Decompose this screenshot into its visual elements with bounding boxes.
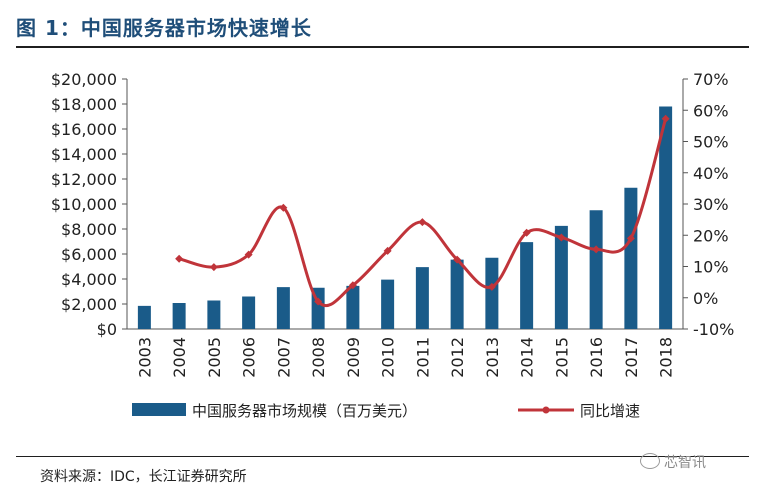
legend-line-label: 同比增速	[580, 402, 640, 420]
line-point	[175, 254, 184, 263]
right-tick-label: 30%	[693, 195, 729, 214]
line-series	[175, 114, 670, 308]
x-tick-label: 2018	[657, 337, 676, 378]
x-tick-label: 2006	[240, 337, 259, 378]
line-point	[279, 203, 288, 212]
x-tick-label: 2009	[344, 337, 363, 378]
title-divider	[16, 46, 749, 48]
left-tick-label: $12,000	[51, 170, 117, 189]
bar	[381, 279, 395, 329]
line-point	[453, 255, 462, 264]
left-tick-label: $20,000	[51, 70, 117, 89]
right-tick-label: 40%	[693, 164, 729, 183]
bar-series	[137, 106, 673, 329]
bar	[520, 242, 534, 329]
line-point	[557, 233, 566, 242]
x-tick-label: 2003	[135, 337, 154, 378]
right-tick-label: 50%	[693, 133, 729, 152]
left-tick-label: $4,000	[61, 270, 117, 289]
line-point	[522, 228, 531, 237]
left-tick-label: $18,000	[51, 95, 117, 114]
line-point	[244, 250, 253, 259]
source-note: 资料来源：IDC，长江证券研究所	[40, 469, 247, 485]
legend: 中国服务器市场规模（百万美元） 同比增速	[132, 402, 640, 420]
line-point	[487, 282, 496, 291]
x-axis: 2003 2004 2005 2006 2007 2008 2009 2010 2011 2012…	[127, 328, 683, 378]
left-tick-label: $14,000	[51, 145, 117, 164]
right-tick-label: 70%	[693, 70, 729, 89]
x-tick-label: 2016	[587, 337, 606, 378]
x-tick-label: 2004	[170, 337, 189, 378]
bar	[624, 187, 638, 329]
line-point	[418, 218, 427, 227]
x-tick-label: 2010	[379, 337, 398, 378]
left-y-axis: $0 $2,000 $4,000 $6,000 $8,000 $10,000 $12,000…	[51, 70, 128, 339]
left-tick-label: $0	[97, 320, 117, 339]
x-tick-label: 2014	[518, 337, 537, 378]
bar	[346, 285, 360, 329]
bar	[485, 257, 499, 329]
watermark-text: 芯智讯	[664, 455, 706, 471]
line-point	[209, 263, 218, 272]
x-tick-label: 2011	[413, 337, 432, 378]
line-point	[348, 281, 357, 290]
bar	[450, 259, 464, 329]
line-point	[383, 246, 392, 255]
x-tick-label: 2015	[552, 337, 571, 378]
x-tick-label: 2017	[622, 337, 641, 378]
x-tick-label: 2007	[274, 337, 293, 378]
line-point	[314, 297, 323, 306]
x-tick-label: 2005	[205, 337, 224, 378]
legend-bar-swatch	[132, 403, 186, 416]
bar	[589, 210, 603, 329]
bar	[242, 296, 256, 329]
x-tick-label: 2013	[483, 337, 502, 378]
legend-bar-label: 中国服务器市场规模（百万美元）	[192, 402, 417, 420]
right-tick-label: 20%	[693, 226, 729, 245]
wechat-icon	[640, 453, 660, 469]
x-tick-label: 2008	[309, 337, 328, 378]
right-tick-label: -10%	[693, 320, 734, 339]
bar	[137, 305, 151, 329]
left-tick-label: $10,000	[51, 195, 117, 214]
line-point	[592, 245, 601, 254]
footer-divider	[16, 456, 749, 457]
figure-title: 图 1：中国服务器市场快速增长	[16, 16, 312, 40]
right-y-axis: -10% 0% 10% 20% 30% 40% 50% 60% 70%	[682, 70, 734, 339]
right-tick-label: 10%	[693, 258, 729, 277]
left-tick-label: $6,000	[61, 245, 117, 264]
bar	[659, 106, 673, 329]
x-tick-label: 2012	[448, 337, 467, 378]
bar	[207, 300, 221, 329]
right-tick-label: 60%	[693, 101, 729, 120]
right-tick-label: 0%	[693, 289, 718, 308]
left-tick-label: $16,000	[51, 120, 117, 139]
bar	[554, 225, 568, 329]
left-tick-label: $8,000	[61, 220, 117, 239]
legend-line-marker	[542, 406, 550, 414]
bar	[172, 303, 186, 329]
line-point	[626, 234, 635, 243]
bar	[276, 287, 290, 329]
watermark: 芯智讯	[640, 452, 706, 472]
bar	[415, 267, 429, 329]
left-tick-label: $2,000	[61, 295, 117, 314]
line-point	[661, 114, 670, 123]
